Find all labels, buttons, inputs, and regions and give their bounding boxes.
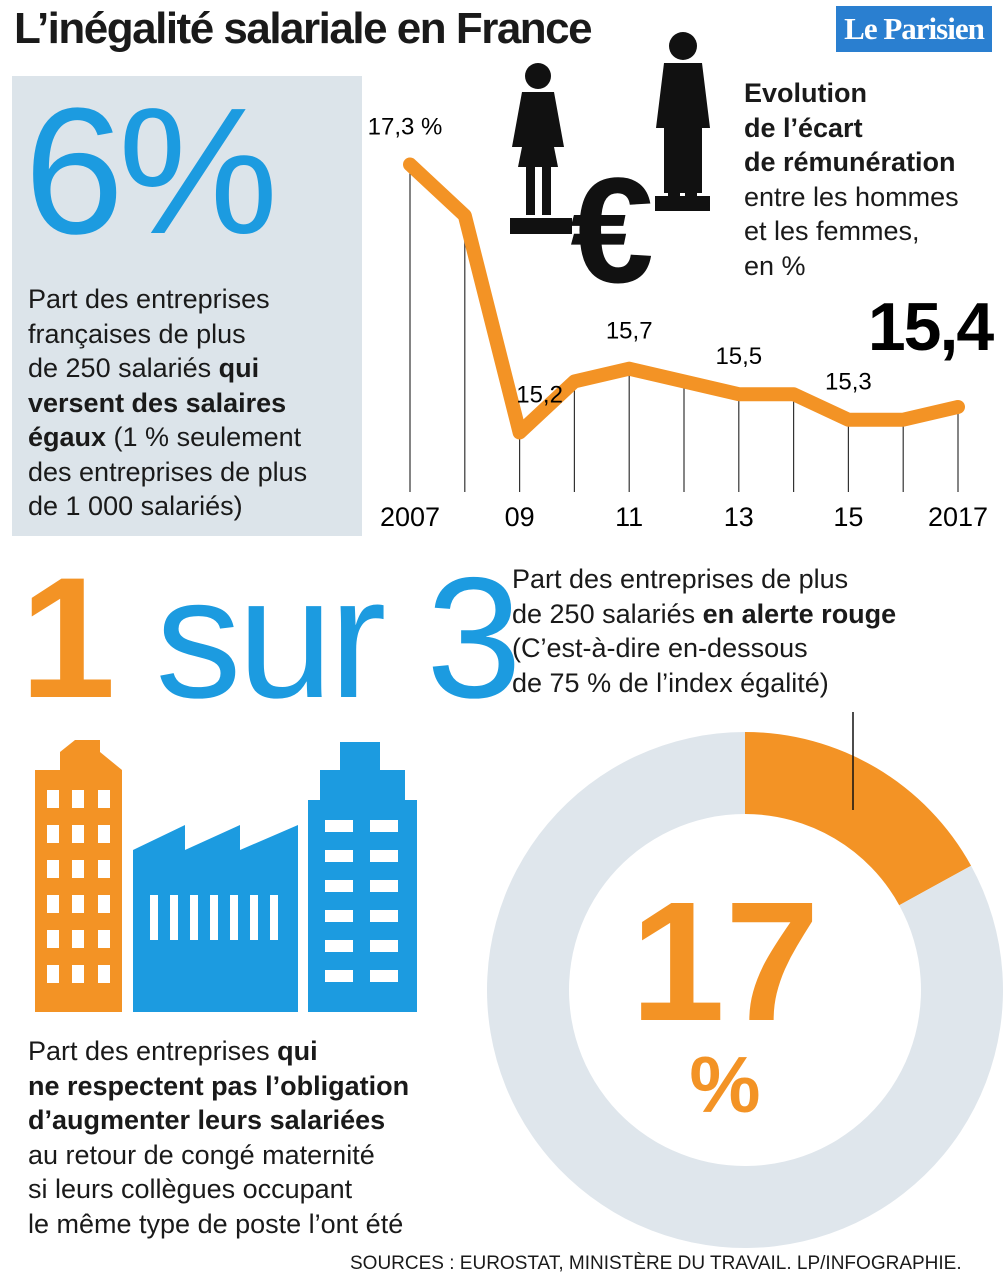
gender-scale-icon: € [510, 32, 710, 314]
buildings-icon [35, 740, 417, 1012]
text-line: de 250 salariés en alerte rouge [512, 597, 896, 632]
donut-caption: Part des entreprises de plus de 250 salar… [512, 562, 896, 700]
text: de 1 000 salariés) [28, 491, 243, 521]
text: de 75 % de l’index égalité) [512, 667, 829, 698]
text: (C’est-à-dire en-dessous [512, 633, 808, 663]
text-line: Part des entreprises de plus [512, 562, 896, 597]
text-line: au retour de congé maternité [28, 1138, 409, 1173]
text-line: égaux (1 % seulement [28, 420, 307, 455]
text-line: et les femmes, [744, 214, 959, 249]
text: Part des entreprises [28, 284, 270, 314]
bold-text: ne respectent pas l’obligation [28, 1070, 410, 1101]
ratio-number: 1 [20, 542, 116, 734]
text-line: (C’est-à-dire en-dessous [512, 631, 896, 666]
text-line: versent des salaires [28, 386, 307, 421]
x-tick-label: 2007 [380, 502, 440, 532]
text-line: des entreprises de plus [28, 455, 307, 490]
x-tick-label: 2017 [928, 502, 988, 532]
text: Part des entreprises de plus [512, 564, 849, 594]
text-line: Evolution [744, 76, 959, 111]
x-tick-label: 09 [505, 502, 535, 532]
text-line: Part des entreprises qui [28, 1034, 409, 1069]
value-label: 15,7 [606, 318, 653, 345]
donut-slice [486, 732, 1004, 1249]
ratio-caption: Part des entreprises qui ne respectent pa… [28, 1034, 409, 1241]
stat-panel [12, 76, 362, 536]
text-line: Part des entreprises [28, 282, 307, 317]
line-series [403, 157, 965, 440]
chart-caption: Evolution de l’écart de rémunération entre … [744, 76, 959, 283]
bold-text: de rémunération [744, 147, 956, 177]
text-line: en % [744, 249, 959, 284]
value-label: 15,3 [825, 369, 872, 396]
text: Part des entreprises [28, 1036, 278, 1066]
text: et les femmes, [744, 216, 920, 246]
text: des entreprises de plus [28, 456, 308, 487]
value-label: 17,3 % [368, 114, 443, 141]
text-line: de 250 salariés qui [28, 351, 307, 386]
bold-text: Evolution [744, 78, 867, 108]
donut-slice [745, 732, 972, 906]
bold-text: de l’écart [744, 112, 863, 143]
text: (1 % seulement [106, 422, 302, 452]
title: L’inégalité salariale en France [14, 4, 593, 53]
bold-text: qui [277, 1036, 318, 1066]
bold-text: qui [218, 353, 260, 383]
text: entre les hommes [744, 181, 959, 212]
ratio-figure: 1 sur 3 [20, 552, 522, 724]
x-tick-label: 11 [615, 502, 643, 532]
text: de 250 salariés [28, 353, 219, 383]
text-line: entre les hommes [744, 180, 959, 215]
text-line: de 1 000 salariés) [28, 489, 307, 524]
value-label: 15,5 [715, 343, 762, 370]
text: le même type de poste l’ont été [28, 1208, 404, 1239]
value-label: 15,2 [516, 381, 563, 408]
text-line: si leurs collègues occupant [28, 1172, 409, 1207]
donut-chart: 17% [486, 712, 1004, 1249]
source: SOURCES : EUROSTAT, MINISTÈRE DU TRAVAIL… [350, 1253, 962, 1274]
value-unit: % [689, 1040, 760, 1129]
value-label: 15,4 [868, 289, 995, 365]
text-line: de 75 % de l’index égalité) [512, 666, 896, 701]
text: françaises de plus [28, 318, 246, 349]
text-line: françaises de plus [28, 317, 307, 352]
stat-figure: 6% [24, 71, 278, 272]
text: en % [744, 250, 806, 281]
text-line: ne respectent pas l’obligation [28, 1069, 409, 1104]
text: de 250 salariés [512, 598, 703, 629]
text-line: de rémunération [744, 145, 959, 180]
ratio-text: sur 3 [155, 542, 521, 734]
euro-symbol: € [570, 146, 653, 314]
bold-text: d’augmenter leurs salariées [28, 1105, 386, 1135]
bold-text: en alerte rouge [702, 598, 897, 629]
logo: Le Parisien [836, 6, 992, 52]
text: au retour de congé maternité [28, 1139, 375, 1170]
text-line: le même type de poste l’ont été [28, 1207, 409, 1242]
text: si leurs collègues occupant [28, 1174, 353, 1204]
value-label: 17 [630, 867, 819, 1057]
x-tick-label: 13 [724, 502, 754, 532]
text-line: d’augmenter leurs salariées [28, 1103, 409, 1138]
bold-text: égaux [28, 422, 107, 452]
line-chart: 2007 09 11 13 15 2017 17,3 % 15,2 15,7 15,5 15,3 15… [368, 114, 997, 532]
bold-text: versent des salaires [28, 387, 287, 418]
x-tick-label: 15 [833, 502, 863, 532]
text-line: de l’écart [744, 111, 959, 146]
stat-text: Part des entreprises françaises de plus de… [28, 282, 307, 524]
